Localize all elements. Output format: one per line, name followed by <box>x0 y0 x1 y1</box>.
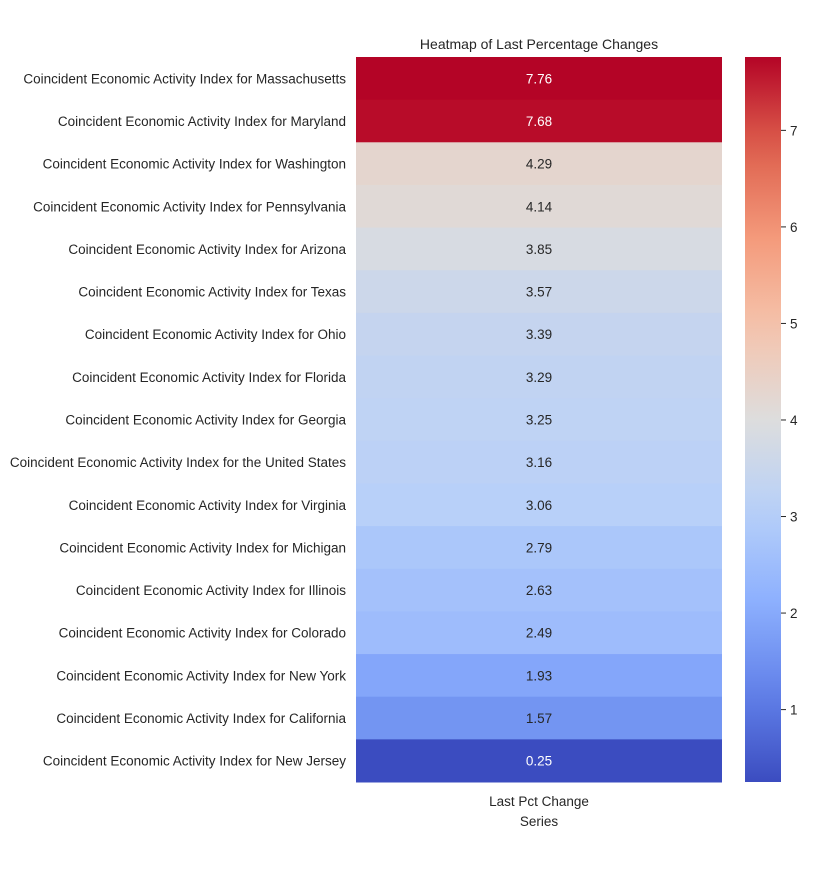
heatmap-cell <box>356 483 722 527</box>
colorbar-tick-label: 4 <box>790 413 798 428</box>
heatmap-cell <box>356 184 722 229</box>
x-axis-label: Series <box>520 814 559 829</box>
heatmap-cell <box>356 654 722 698</box>
cell-value-label: 7.68 <box>526 114 552 129</box>
row-label: Coincident Economic Activity Index for A… <box>68 242 346 257</box>
x-tick-label: Last Pct Change <box>489 794 589 809</box>
heatmap-cell <box>356 696 722 740</box>
heatmap-cell <box>356 227 722 271</box>
cell-value-label: 3.16 <box>526 455 552 470</box>
cell-value-label: 3.57 <box>526 285 552 300</box>
heatmap-cell <box>356 355 722 399</box>
row-label: Coincident Economic Activity Index for M… <box>59 540 346 555</box>
heatmap-cell <box>356 440 722 484</box>
cell-value-label: 2.79 <box>526 540 552 555</box>
row-label: Coincident Economic Activity Index for V… <box>69 498 347 513</box>
cell-value-label: 4.14 <box>526 199 553 214</box>
colorbar-tick-label: 7 <box>790 123 798 138</box>
heatmap-cell <box>356 142 722 186</box>
cell-value-label: 3.39 <box>526 327 552 342</box>
cell-value-label: 3.29 <box>526 370 552 385</box>
cell-value-label: 2.49 <box>526 626 552 641</box>
row-label: Coincident Economic Activity Index for P… <box>33 199 346 214</box>
row-label: Coincident Economic Activity Index for M… <box>23 71 346 86</box>
cell-value-label: 3.06 <box>526 498 552 513</box>
row-label: Coincident Economic Activity Index for M… <box>58 114 346 129</box>
chart-title: Heatmap of Last Percentage Changes <box>420 36 658 52</box>
row-label: Coincident Economic Activity Index for C… <box>59 626 346 641</box>
colorbar <box>745 57 781 782</box>
cell-value-label: 2.63 <box>526 583 552 598</box>
heatmap-cell <box>356 99 722 143</box>
row-label: Coincident Economic Activity Index for T… <box>78 285 346 300</box>
heatmap-cell <box>356 568 722 612</box>
heatmap-cell <box>356 526 722 570</box>
cell-value-label: 1.57 <box>526 711 552 726</box>
colorbar-tick-label: 5 <box>790 316 798 331</box>
heatmap-cell <box>356 398 722 442</box>
row-label: Coincident Economic Activity Index for G… <box>65 413 346 428</box>
cell-value-label: 4.29 <box>526 157 552 172</box>
heatmap-cell <box>356 739 722 783</box>
row-label: Coincident Economic Activity Index for N… <box>56 668 346 683</box>
row-label: Coincident Economic Activity Index for N… <box>43 754 346 769</box>
row-label: Coincident Economic Activity Index for W… <box>43 157 346 172</box>
row-label: Coincident Economic Activity Index for F… <box>72 370 346 385</box>
heatmap-cell <box>356 270 722 314</box>
colorbar-tick-label: 1 <box>790 703 798 718</box>
row-label: Coincident Economic Activity Index for I… <box>76 583 346 598</box>
cell-value-label: 3.25 <box>526 413 552 428</box>
heatmap-cell <box>356 57 722 101</box>
colorbar-tick-label: 3 <box>790 510 798 525</box>
cell-value-label: 0.25 <box>526 754 552 769</box>
row-label: Coincident Economic Activity Index for C… <box>56 711 346 726</box>
row-label: Coincident Economic Activity Index for t… <box>10 455 346 470</box>
row-label: Coincident Economic Activity Index for O… <box>85 327 346 342</box>
heatmap-rows: 7.76 Coincident Economic Activity Index f… <box>10 57 722 783</box>
cell-value-label: 7.76 <box>526 71 552 86</box>
heatmap-cell <box>356 611 722 655</box>
cell-value-label: 1.93 <box>526 668 552 683</box>
colorbar-ticks: 1 2 3 4 5 6 7 <box>781 123 798 718</box>
colorbar-tick-label: 6 <box>790 220 798 235</box>
colorbar-tick-label: 2 <box>790 606 798 621</box>
heatmap-cell <box>356 312 722 357</box>
cell-value-label: 3.85 <box>526 242 552 257</box>
